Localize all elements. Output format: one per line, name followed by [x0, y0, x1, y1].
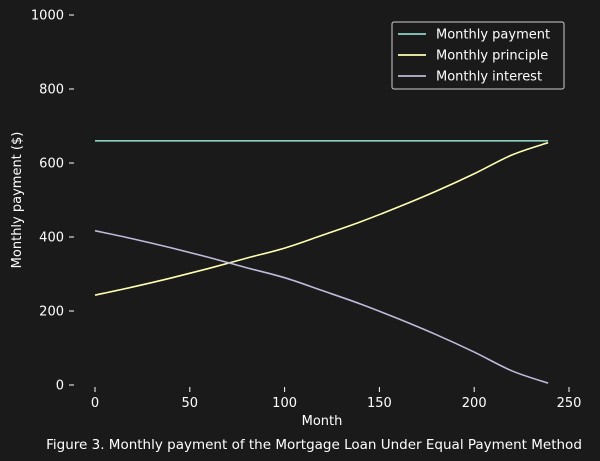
- figure-caption: Figure 3. Monthly payment of the Mortgag…: [46, 437, 582, 453]
- y-axis-label: Monthly payment ($): [10, 132, 25, 269]
- x-tick-label: 250: [557, 396, 582, 411]
- x-tick-label: 150: [367, 396, 392, 411]
- series-line-monthly-interest: [94, 229, 549, 384]
- x-tick-label: 50: [182, 396, 199, 411]
- legend-box: [391, 21, 565, 90]
- y-tick-label: 600: [39, 157, 64, 172]
- legend-label: Monthly interest: [436, 70, 542, 85]
- y-tick-label: 800: [39, 83, 64, 98]
- x-tick-label: 0: [91, 396, 99, 411]
- legend-label: Monthly payment: [436, 28, 550, 43]
- y-tick-label: 200: [39, 305, 64, 320]
- plot-area: [94, 140, 549, 384]
- y-tick-label: 0: [56, 379, 64, 394]
- y-tick-label: 400: [39, 231, 64, 246]
- series-line-monthly-principle: [94, 141, 549, 296]
- legend-label: Monthly principle: [436, 49, 548, 64]
- x-tick-label: 100: [272, 396, 297, 411]
- x-tick-label: 200: [462, 396, 487, 411]
- axes: 0 200 400 600 800 1000 0 50 100 150 200 250: [31, 9, 582, 412]
- y-tick-label: 1000: [31, 9, 64, 24]
- x-axis-label: Month: [302, 414, 343, 429]
- legend: Monthly payment Monthly principle Monthly …: [391, 21, 565, 90]
